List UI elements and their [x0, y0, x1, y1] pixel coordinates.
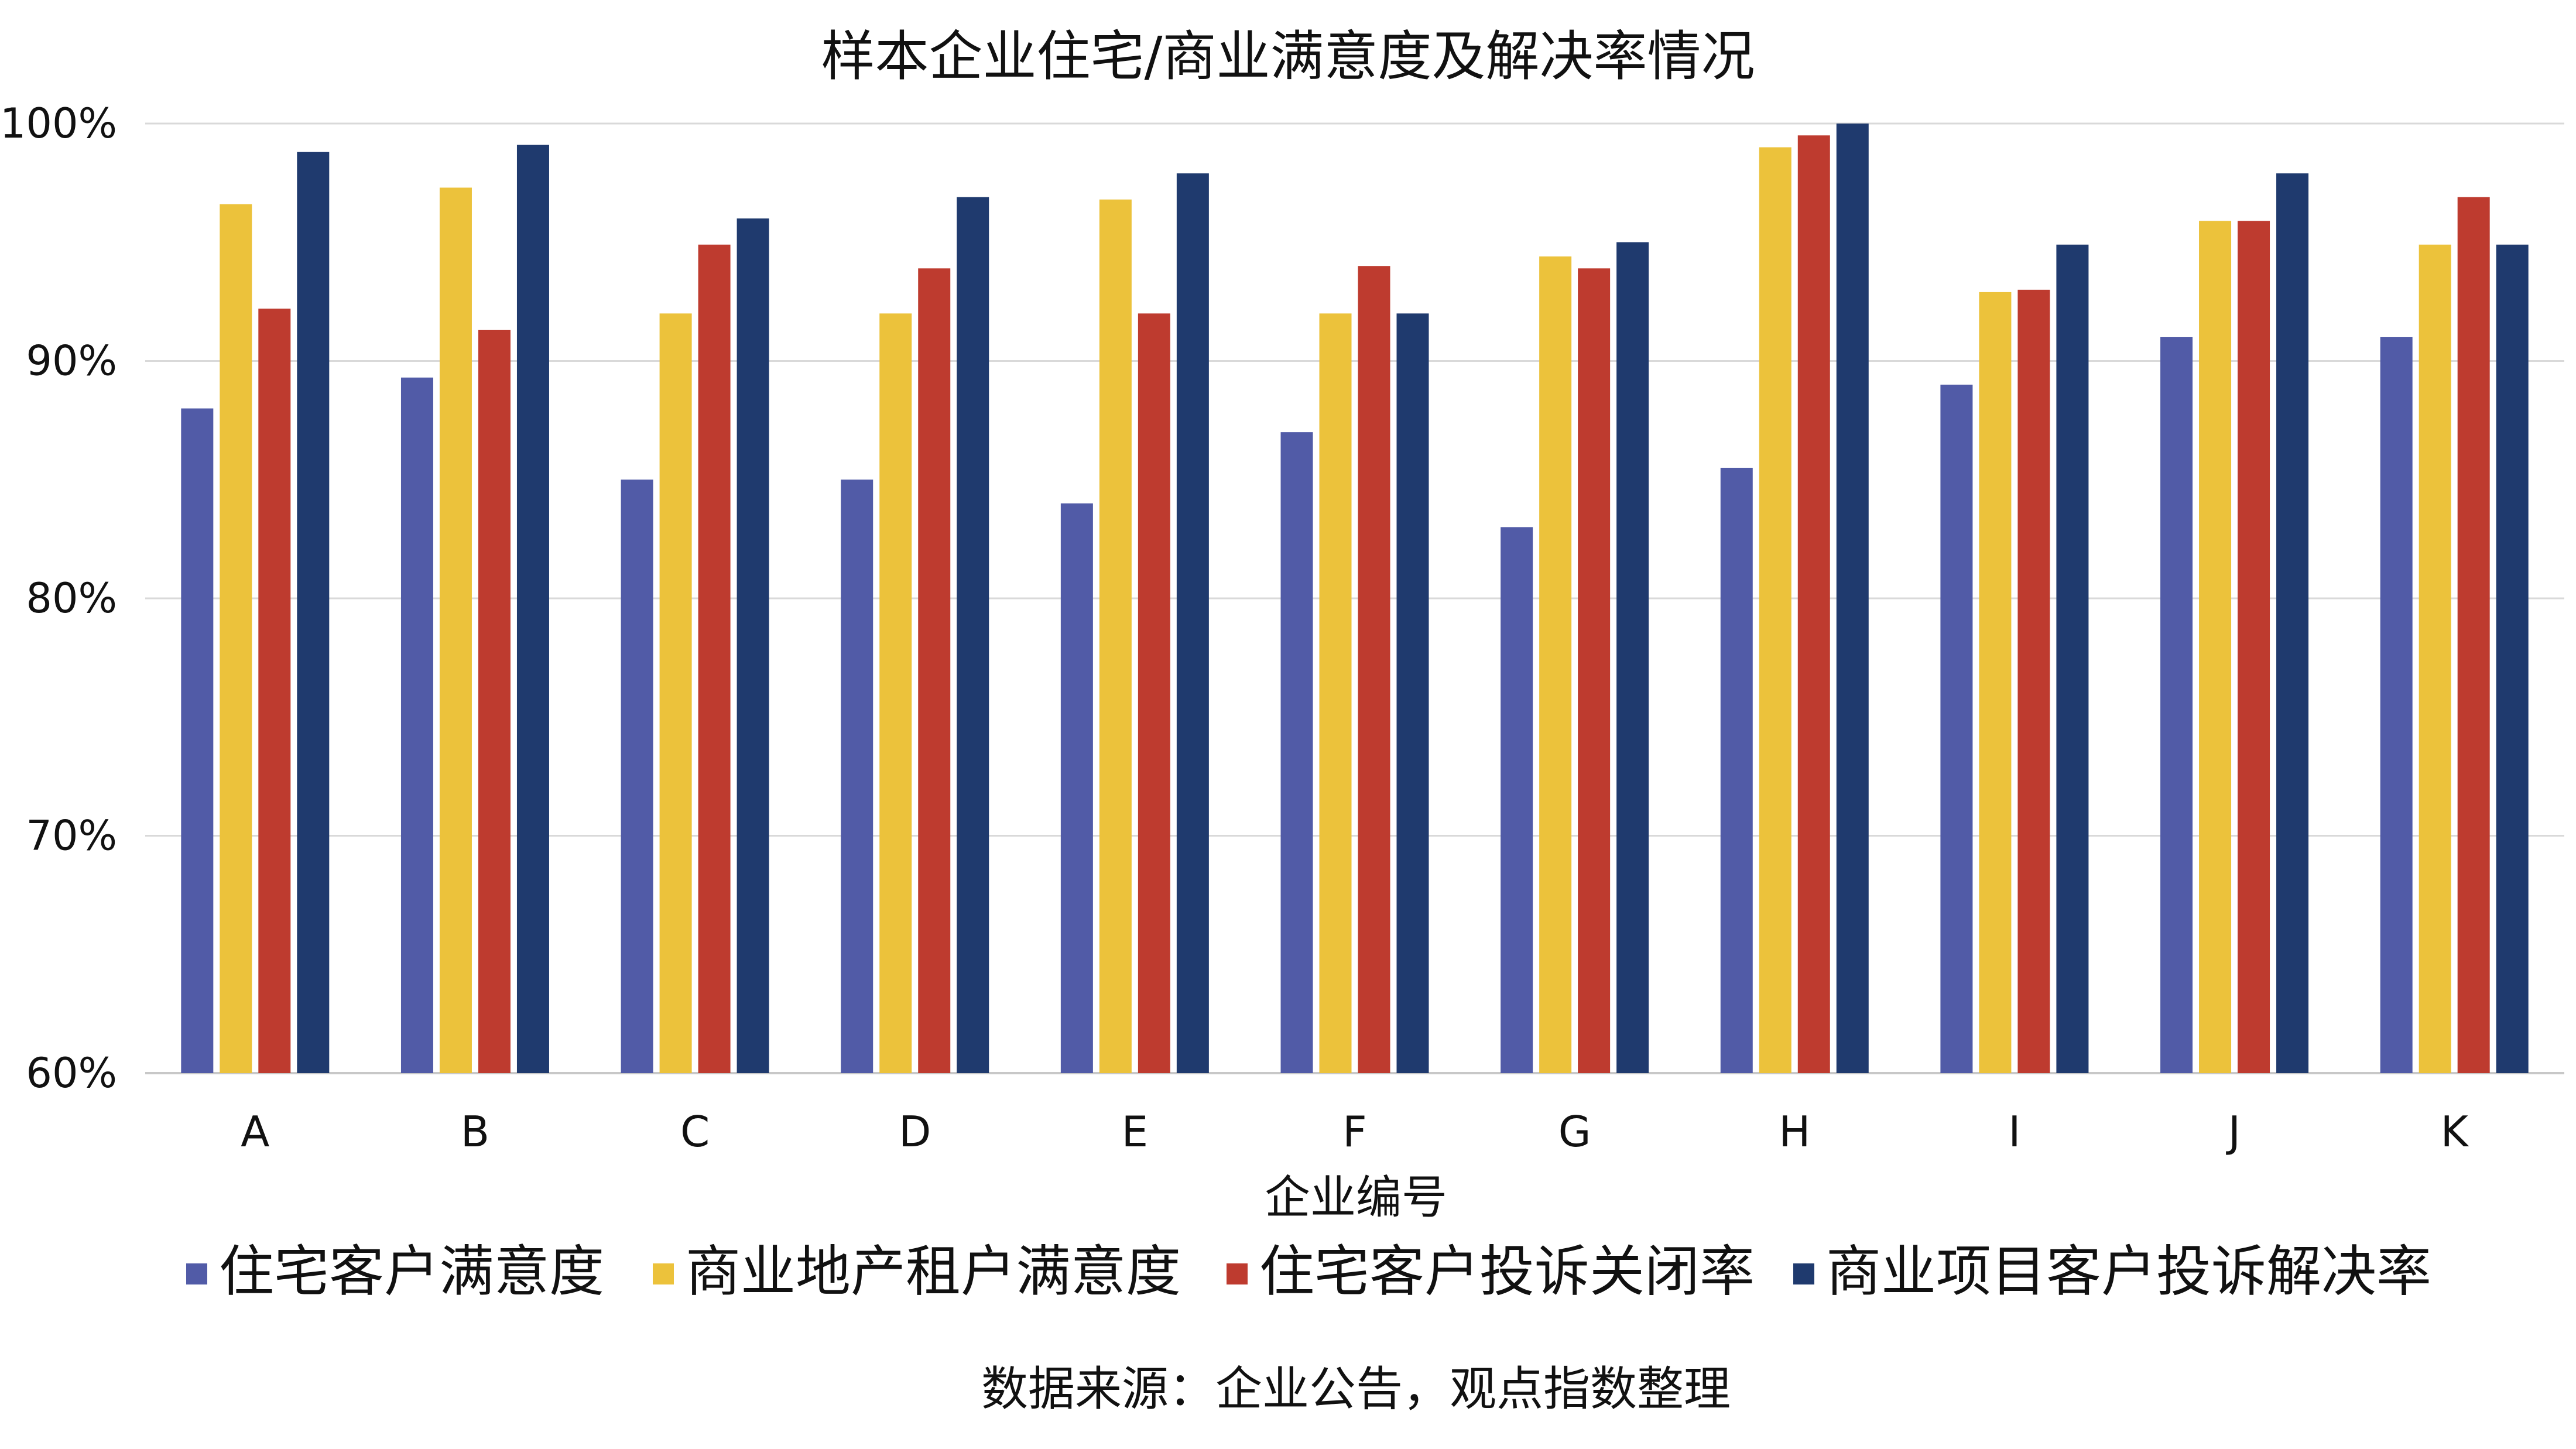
- bar: [1940, 385, 1973, 1073]
- bar: [879, 313, 912, 1073]
- x-axis-ticks: A B C D E F G H I J K: [241, 1107, 2469, 1156]
- bar: [1720, 467, 1753, 1073]
- bar: [1578, 268, 1611, 1074]
- bar: [2017, 289, 2050, 1074]
- bar: [1501, 527, 1533, 1073]
- legend-label: 住宅客户投诉关闭率: [1259, 1240, 1755, 1304]
- bar: [1099, 199, 1132, 1073]
- x-tick-label: H: [1779, 1107, 1810, 1156]
- x-tick-label: K: [2441, 1107, 2469, 1156]
- bar: [516, 145, 549, 1073]
- bar: [181, 408, 214, 1073]
- bars: [181, 124, 2529, 1074]
- bar: [439, 187, 472, 1073]
- bar: [2056, 244, 2089, 1074]
- legend-swatch: [186, 1263, 207, 1284]
- bar: [297, 152, 330, 1073]
- x-tick-label: D: [899, 1107, 931, 1156]
- bar: [1836, 124, 1869, 1073]
- bar: [2160, 337, 2193, 1074]
- bar: [1539, 256, 1572, 1074]
- legend-label: 商业地产租户满意度: [686, 1240, 1181, 1304]
- bar: [2457, 197, 2490, 1074]
- x-tick-label: A: [241, 1107, 269, 1156]
- chart-title: 样本企业住宅/商业满意度及解决率情况: [821, 25, 1755, 88]
- bar: [258, 309, 291, 1073]
- legend-label: 住宅客户满意度: [219, 1240, 604, 1304]
- x-tick-label: C: [680, 1107, 710, 1156]
- bar: [1358, 266, 1390, 1073]
- bar: [621, 479, 653, 1073]
- x-tick-label: B: [461, 1107, 489, 1156]
- bar: [659, 313, 692, 1073]
- bar: [1319, 313, 1352, 1073]
- y-axis-ticks: 60% 70% 80% 90% 100%: [0, 100, 117, 1097]
- bar: [400, 377, 433, 1073]
- bar: [1616, 242, 1649, 1073]
- x-axis-title: 企业编号: [1265, 1171, 1447, 1224]
- x-tick-label: I: [2008, 1107, 2020, 1156]
- bar: [957, 197, 989, 1074]
- legend-swatch: [653, 1263, 674, 1284]
- bar: [1176, 173, 1209, 1073]
- bar: [1396, 313, 1429, 1073]
- legend-label: 商业项目客户投诉解决率: [1826, 1240, 2431, 1304]
- x-tick-label: E: [1122, 1107, 1149, 1156]
- bar: [220, 204, 252, 1073]
- bar: [918, 268, 951, 1074]
- bar: [2419, 244, 2451, 1074]
- bar: [2238, 221, 2270, 1073]
- y-tick-label: 90%: [26, 337, 117, 385]
- source-note: 数据来源：企业公告，观点指数整理: [981, 1362, 1731, 1416]
- bar: [1060, 503, 1093, 1073]
- legend-swatch: [1227, 1263, 1248, 1284]
- bar: [2496, 244, 2529, 1074]
- bar: [1979, 292, 2012, 1073]
- bar: [1797, 135, 1830, 1073]
- legend-swatch: [1793, 1263, 1814, 1284]
- bar: [2380, 337, 2413, 1074]
- bar: [1138, 313, 1170, 1073]
- x-tick-label: F: [1342, 1107, 1366, 1156]
- x-tick-label: J: [2226, 1107, 2241, 1156]
- y-tick-label: 70%: [26, 812, 117, 860]
- y-tick-label: 100%: [0, 100, 117, 148]
- legend: 住宅客户满意度 商业地产租户满意度 住宅客户投诉关闭率 商业项目客户投诉解决率: [186, 1240, 2431, 1304]
- bar: [737, 218, 769, 1074]
- y-tick-label: 60%: [26, 1049, 117, 1097]
- bar: [841, 479, 873, 1073]
- bar: [1280, 432, 1313, 1073]
- x-tick-label: G: [1558, 1107, 1591, 1156]
- bar: [478, 330, 511, 1074]
- bar: [2199, 221, 2232, 1073]
- bar: [2276, 173, 2309, 1073]
- bar: [698, 244, 731, 1074]
- bar: [1759, 147, 1791, 1073]
- y-tick-label: 80%: [26, 574, 117, 622]
